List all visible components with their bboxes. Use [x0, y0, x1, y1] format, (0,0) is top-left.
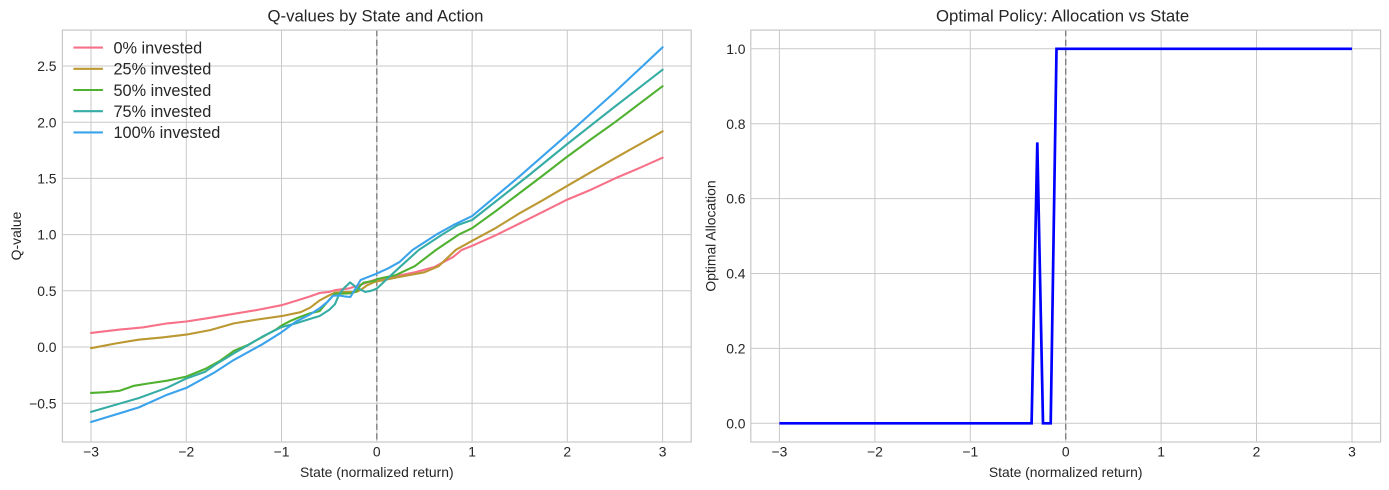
svg-text:0: 0 — [373, 443, 381, 459]
svg-text:25% invested: 25% invested — [114, 61, 212, 79]
svg-text:75% invested: 75% invested — [114, 103, 212, 121]
svg-text:Optimal Policy: Allocation vs: Optimal Policy: Allocation vs State — [936, 7, 1189, 26]
svg-text:0.0: 0.0 — [726, 415, 746, 431]
svg-text:−3: −3 — [83, 443, 99, 459]
svg-text:1: 1 — [468, 443, 476, 459]
svg-text:0.5: 0.5 — [37, 283, 57, 299]
svg-text:Q-values by State and Action: Q-values by State and Action — [267, 7, 483, 26]
svg-text:State (normalized return): State (normalized return) — [300, 464, 454, 480]
svg-text:2: 2 — [563, 443, 571, 459]
svg-text:1: 1 — [1157, 443, 1165, 459]
svg-text:0.2: 0.2 — [726, 341, 746, 357]
svg-text:50% invested: 50% invested — [114, 82, 212, 100]
svg-text:1.0: 1.0 — [726, 41, 746, 57]
svg-text:0% invested: 0% invested — [114, 39, 203, 57]
svg-text:−0.5: −0.5 — [29, 395, 57, 411]
svg-text:2: 2 — [1253, 443, 1261, 459]
svg-text:1.0: 1.0 — [37, 227, 57, 243]
svg-text:State (normalized return): State (normalized return) — [989, 464, 1143, 480]
svg-text:0.0: 0.0 — [37, 339, 57, 355]
svg-text:2.0: 2.0 — [37, 114, 57, 130]
svg-text:−1: −1 — [962, 443, 978, 459]
svg-text:2.5: 2.5 — [37, 58, 57, 74]
svg-text:−3: −3 — [771, 443, 787, 459]
svg-text:Q-value: Q-value — [8, 211, 24, 260]
svg-text:−2: −2 — [178, 443, 194, 459]
svg-text:3: 3 — [1348, 443, 1356, 459]
svg-text:3: 3 — [659, 443, 667, 459]
svg-text:1.5: 1.5 — [37, 171, 57, 187]
svg-text:0: 0 — [1062, 443, 1070, 459]
svg-text:0.8: 0.8 — [726, 116, 746, 132]
svg-text:100% invested: 100% invested — [114, 124, 221, 142]
svg-text:0.6: 0.6 — [726, 191, 746, 207]
svg-text:−2: −2 — [867, 443, 883, 459]
svg-text:−1: −1 — [274, 443, 290, 459]
svg-text:0.4: 0.4 — [726, 266, 746, 282]
svg-text:Optimal Allocation: Optimal Allocation — [703, 180, 719, 291]
